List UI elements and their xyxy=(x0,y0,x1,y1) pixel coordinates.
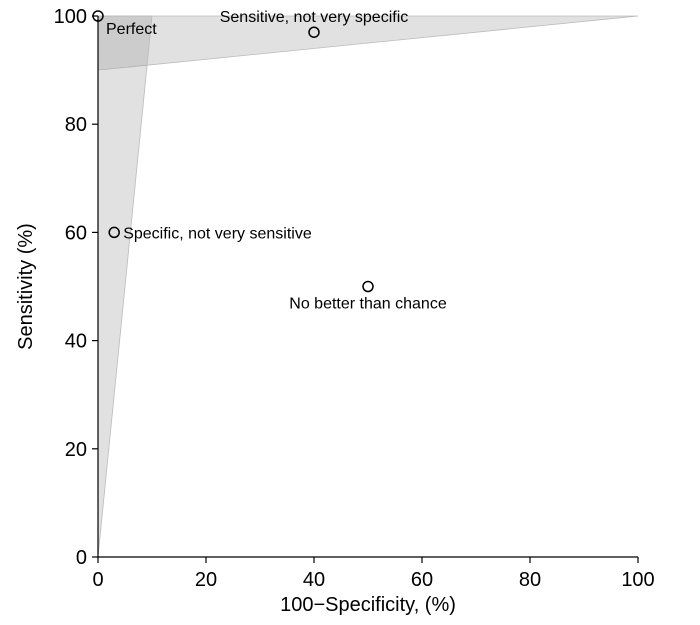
data-point xyxy=(92,10,104,22)
x-tick-label: 0 xyxy=(92,569,103,591)
y-tick-label: 0 xyxy=(76,547,87,569)
y-tick-label: 80 xyxy=(65,114,87,136)
y-axis-ticks: 0 20 40 60 80 100 xyxy=(54,6,98,569)
data-points xyxy=(92,10,374,293)
y-tick-label: 100 xyxy=(54,6,87,28)
x-axis-title: 100−Specificity, (%) xyxy=(280,594,456,616)
x-axis-ticks: 0 20 40 60 80 100 xyxy=(92,557,655,591)
shaded-region-2 xyxy=(97,15,153,558)
point-label: Perfect xyxy=(106,21,157,38)
x-tick-label: 40 xyxy=(303,569,325,591)
axes xyxy=(97,16,638,558)
point-label: Specific, not very sensitive xyxy=(123,225,312,242)
x-tick-label: 20 xyxy=(195,569,217,591)
shaded-regions xyxy=(97,15,639,558)
y-axis-title: Sensitivity (%) xyxy=(15,223,37,350)
y-tick-label: 20 xyxy=(65,439,87,461)
point-label: No better than chance xyxy=(289,296,447,313)
point-label: Sensitive, not very specific xyxy=(220,9,409,26)
data-point xyxy=(308,26,320,38)
data-point xyxy=(108,226,120,239)
y-tick-label: 40 xyxy=(65,331,87,353)
data-point xyxy=(362,280,374,293)
x-tick-label: 80 xyxy=(519,569,541,591)
x-tick-label: 60 xyxy=(411,569,433,591)
point-labels: Perfect Sensitive, not very specific Speci… xyxy=(106,9,447,312)
x-tick-label: 100 xyxy=(621,569,654,591)
y-tick-label: 60 xyxy=(65,222,87,244)
